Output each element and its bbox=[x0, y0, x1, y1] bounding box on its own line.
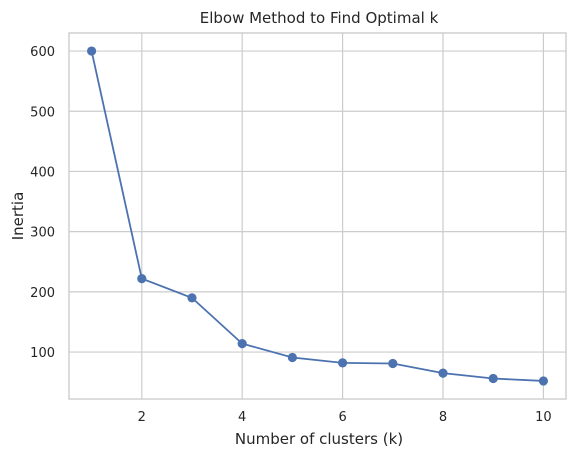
series-group bbox=[86, 46, 549, 386]
grid bbox=[69, 33, 566, 399]
data-point bbox=[237, 339, 247, 349]
y-axis-label: Inertia bbox=[9, 192, 27, 241]
y-tick-label: 400 bbox=[30, 165, 55, 180]
y-tick-label: 300 bbox=[30, 226, 55, 241]
x-tick-label: 8 bbox=[439, 410, 447, 425]
data-point bbox=[287, 352, 297, 363]
tick-labels: 2 4 6 8 10 100 200 300 400 500 600 bbox=[30, 45, 552, 425]
y-tick-label: 100 bbox=[30, 346, 55, 361]
y-tick-label: 200 bbox=[30, 286, 55, 301]
x-tick-label: 10 bbox=[535, 410, 552, 425]
data-point bbox=[438, 368, 448, 378]
data-point bbox=[488, 373, 498, 384]
x-axis-label: Number of clusters (k) bbox=[235, 430, 403, 448]
data-point bbox=[137, 274, 147, 284]
data-point bbox=[86, 46, 97, 56]
plot-frame bbox=[68, 32, 567, 400]
series-line bbox=[90, 50, 544, 382]
data-point bbox=[388, 358, 398, 369]
data-point bbox=[338, 358, 348, 368]
x-tick-label: 6 bbox=[338, 410, 346, 425]
y-tick-label: 600 bbox=[30, 45, 55, 60]
data-point bbox=[538, 376, 549, 386]
x-tick-label: 2 bbox=[138, 410, 146, 425]
x-tick-label: 4 bbox=[238, 410, 246, 425]
data-point bbox=[187, 293, 197, 303]
y-tick-label: 500 bbox=[30, 105, 55, 120]
chart-title: Elbow Method to Find Optimal k bbox=[200, 9, 439, 27]
